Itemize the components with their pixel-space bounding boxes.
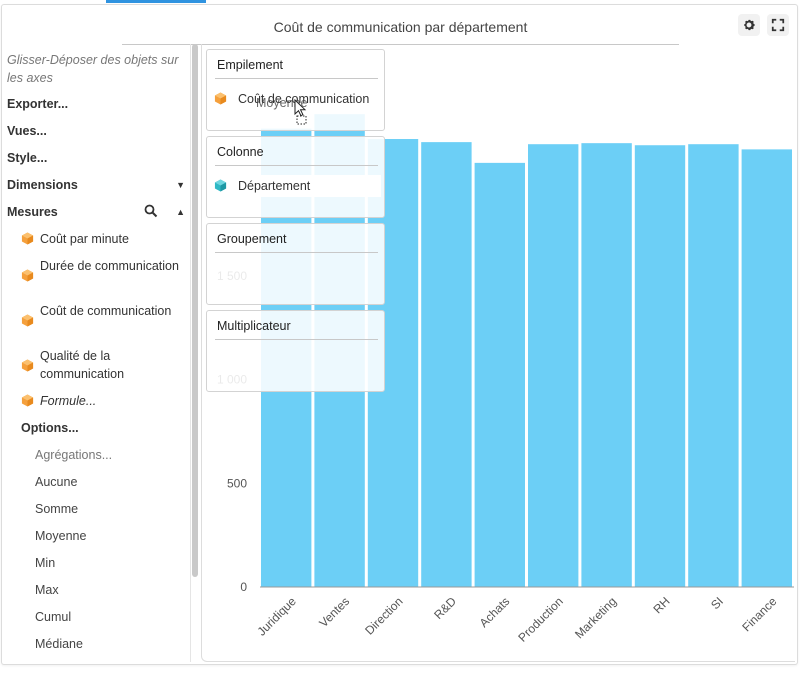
- aggregation-option[interactable]: Somme: [35, 502, 79, 516]
- chart-title: Coût de communication par département: [273, 19, 528, 35]
- dropzone-chip-measure[interactable]: Coût de communication: [213, 88, 381, 110]
- dimensions-section[interactable]: Dimensions: [7, 178, 78, 192]
- dropzone-grouping[interactable]: Groupement: [206, 223, 385, 305]
- style-menu[interactable]: Style...: [7, 151, 48, 165]
- measure-label: Durée de communication: [40, 259, 179, 273]
- measure-label: Formule...: [40, 394, 97, 408]
- dropzone-title: Empilement: [217, 58, 283, 72]
- aggregation-option[interactable]: Médiane: [35, 637, 83, 651]
- measures-section[interactable]: Mesures: [7, 205, 58, 219]
- measure-cube-icon: [214, 92, 227, 105]
- gear-icon: [744, 19, 755, 31]
- dropzone-divider: [215, 339, 378, 340]
- active-tab-indicator: [106, 0, 206, 3]
- dropzone-title: Multiplicateur: [217, 319, 291, 333]
- dropzone-column[interactable]: Colonne Département: [206, 136, 385, 218]
- sidebar-scrollbar-track[interactable]: [190, 44, 201, 662]
- measure-label: Qualité de la communication: [40, 349, 125, 381]
- aggregation-option[interactable]: Cumul: [35, 610, 72, 624]
- settings-button[interactable]: [738, 14, 760, 36]
- dropzone-divider: [215, 78, 378, 79]
- chip-label: Département: [238, 179, 311, 193]
- chip-label: Coût de communication: [238, 92, 370, 106]
- views-menu[interactable]: Vues...: [7, 124, 47, 138]
- aggregation-option[interactable]: Aucune: [35, 475, 78, 489]
- export-menu[interactable]: Exporter...: [7, 97, 69, 111]
- chart-area: [201, 44, 795, 662]
- measures-collapse-icon[interactable]: ▲: [176, 207, 185, 217]
- dimension-cube-icon: [214, 179, 227, 192]
- aggregation-option[interactable]: Moyenne: [35, 529, 87, 543]
- measure-cube-icon: [21, 232, 34, 245]
- dropzone-title: Colonne: [217, 145, 264, 159]
- options-section[interactable]: Options...: [21, 421, 79, 435]
- fullscreen-icon: [771, 18, 785, 32]
- sidebar: Glisser-Déposer des objets sur les axes …: [7, 47, 193, 661]
- measure-cube-icon: [21, 269, 34, 282]
- dropzone-multiplier[interactable]: Multiplicateur: [206, 310, 385, 392]
- aggregation-option[interactable]: Max: [35, 583, 59, 597]
- aggregation-option[interactable]: Min: [35, 556, 56, 570]
- measure-item[interactable]: Qualité de la communication: [21, 347, 181, 383]
- measure-cube-icon: [21, 394, 34, 407]
- dropzone-chip-dimension[interactable]: Département: [213, 175, 381, 197]
- formula-item[interactable]: Formule...: [21, 392, 181, 410]
- measure-cube-icon: [21, 359, 34, 372]
- dropzone-stacking[interactable]: Empilement Coût de communication: [206, 49, 385, 131]
- aggregations-heading: Agrégations...: [35, 448, 113, 462]
- dropzone-divider: [215, 252, 378, 253]
- sidebar-scrollbar-thumb[interactable]: [192, 44, 198, 577]
- dimensions-expand-icon[interactable]: ▼: [176, 180, 185, 190]
- measure-item[interactable]: Coût par minute: [21, 230, 181, 248]
- measure-item[interactable]: Durée de communication: [21, 257, 181, 282]
- measure-label: Coût par minute: [40, 232, 129, 246]
- fullscreen-button[interactable]: [767, 14, 789, 36]
- measure-label: Coût de communication: [40, 304, 172, 318]
- drag-drop-hint: Glisser-Déposer des objets sur les axes: [7, 53, 179, 85]
- drag-cursor-icon: [294, 98, 308, 130]
- dropzone-divider: [215, 165, 378, 166]
- measure-cube-icon: [21, 314, 34, 327]
- measure-item[interactable]: Coût de communication: [21, 302, 181, 327]
- title-divider: [122, 44, 679, 45]
- dropzone-title: Groupement: [217, 232, 287, 246]
- search-icon[interactable]: [144, 204, 158, 221]
